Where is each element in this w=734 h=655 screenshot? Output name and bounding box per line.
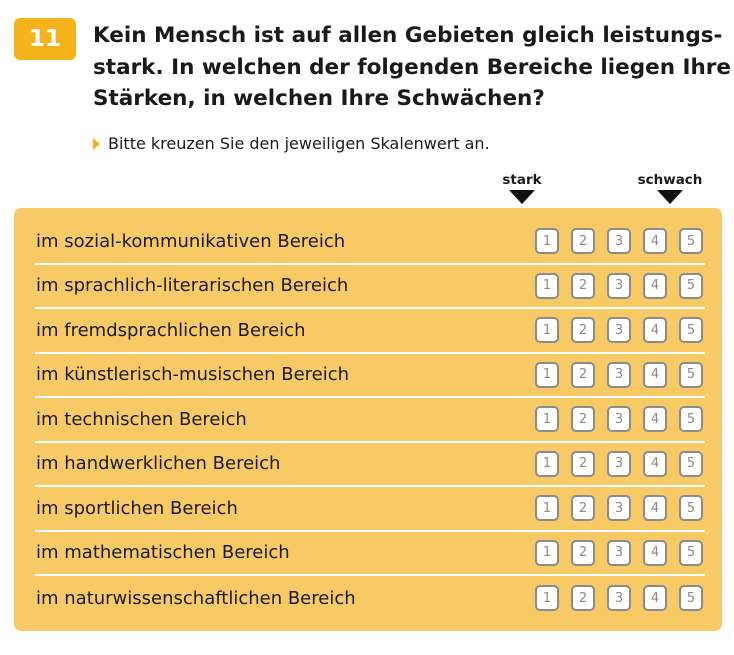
rating-row-label: im naturwissenschaftlichen Bereich <box>36 587 356 609</box>
rating-row: im technischen Bereich 1 2 3 4 5 <box>35 398 705 443</box>
instruction-text: Bitte kreuzen Sie den jeweiligen Skalenw… <box>108 134 490 153</box>
question-title-line: stark. In welchen der folgenden Bereiche… <box>93 54 731 80</box>
rating-row: im sportlichen Bereich 1 2 3 4 5 <box>35 487 705 532</box>
triangle-bullet-icon <box>93 137 100 150</box>
scale-label-schwach: schwach <box>625 172 715 204</box>
rating-row: im künstlerisch-musischen Bereich 1 2 3 4 5 <box>35 354 705 398</box>
rating-row-label: im künstlerisch-musischen Bereich <box>36 364 350 386</box>
rating-checkbox-5[interactable]: 5 <box>679 361 703 388</box>
rating-checkbox-5[interactable]: 5 <box>679 450 703 477</box>
rating-checkbox-5[interactable]: 5 <box>679 406 703 433</box>
scale-label-stark-text: stark <box>502 172 542 188</box>
rating-checkbox-2[interactable]: 2 <box>571 228 595 255</box>
down-arrow-icon <box>509 190 535 204</box>
rating-row: im fremdsprachlichen Bereich 1 2 3 4 5 <box>35 309 705 354</box>
rating-row: im sozial-kommunikativen Bereich 1 2 3 4 5 <box>35 220 705 265</box>
rating-checkbox-3[interactable]: 3 <box>607 228 631 255</box>
rating-checkbox-2[interactable]: 2 <box>571 317 595 344</box>
rating-checkbox-1[interactable]: 1 <box>535 495 559 522</box>
rating-checkbox-1[interactable]: 1 <box>535 317 559 344</box>
rating-row: im mathematischen Bereich 1 2 3 4 5 <box>35 532 705 576</box>
rating-checkbox-2[interactable]: 2 <box>571 361 595 388</box>
question-title: Kein Mensch ist auf allen Gebieten gleic… <box>93 20 731 115</box>
rating-checkbox-4[interactable]: 4 <box>643 317 667 344</box>
rating-checkbox-5[interactable]: 5 <box>679 317 703 344</box>
rating-checkbox-3[interactable]: 3 <box>607 317 631 344</box>
rating-checkbox-4[interactable]: 4 <box>643 272 667 299</box>
question-title-line: Stärken, in welchen Ihre Schwächen? <box>93 86 545 111</box>
rating-checkbox-2[interactable]: 2 <box>571 272 595 299</box>
rating-checkbox-3[interactable]: 3 <box>607 539 631 566</box>
rating-checkbox-3[interactable]: 3 <box>607 495 631 522</box>
rating-rows: im sozial-kommunikativen Bereich 1 2 3 4 5 im … <box>35 220 705 621</box>
rating-checkbox-4[interactable]: 4 <box>643 585 667 612</box>
rating-row: im handwerklichen Bereich 1 2 3 4 5 <box>35 443 705 487</box>
rating-checkbox-3[interactable]: 3 <box>607 450 631 477</box>
rating-checkbox-4[interactable]: 4 <box>643 450 667 477</box>
rating-checkbox-3[interactable]: 3 <box>607 585 631 612</box>
rating-row-label: im sportlichen Bereich <box>36 497 238 519</box>
rating-checkbox-2[interactable]: 2 <box>571 539 595 566</box>
rating-row-label: im technischen Bereich <box>36 408 247 430</box>
rating-checkbox-1[interactable]: 1 <box>535 406 559 433</box>
down-arrow-icon <box>657 190 683 204</box>
rating-checkbox-1[interactable]: 1 <box>535 272 559 299</box>
instruction: Bitte kreuzen Sie den jeweiligen Skalenw… <box>93 134 490 153</box>
rating-checkbox-1[interactable]: 1 <box>535 450 559 477</box>
question-number-badge: 11 <box>14 18 76 60</box>
rating-checkbox-3[interactable]: 3 <box>607 361 631 388</box>
rating-checkbox-2[interactable]: 2 <box>571 495 595 522</box>
scale-label-stark: stark <box>477 172 567 204</box>
rating-checkbox-4[interactable]: 4 <box>643 361 667 388</box>
rating-checkbox-5[interactable]: 5 <box>679 228 703 255</box>
rating-checkbox-1[interactable]: 1 <box>535 585 559 612</box>
rating-row-label: im mathematischen Bereich <box>36 542 290 564</box>
rating-checkbox-4[interactable]: 4 <box>643 406 667 433</box>
rating-panel: im sozial-kommunikativen Bereich 1 2 3 4 5 im … <box>14 208 722 631</box>
rating-checkbox-4[interactable]: 4 <box>643 495 667 522</box>
rating-checkbox-5[interactable]: 5 <box>679 539 703 566</box>
rating-checkbox-3[interactable]: 3 <box>607 272 631 299</box>
rating-checkbox-3[interactable]: 3 <box>607 406 631 433</box>
rating-checkbox-2[interactable]: 2 <box>571 585 595 612</box>
rating-checkbox-2[interactable]: 2 <box>571 406 595 433</box>
rating-row: im sprachlich-literarischen Bereich 1 2 3 4 5 <box>35 265 705 309</box>
rating-checkbox-5[interactable]: 5 <box>679 272 703 299</box>
rating-checkbox-4[interactable]: 4 <box>643 228 667 255</box>
rating-row-label: im sprachlich-literarischen Bereich <box>36 275 349 297</box>
question-title-line: Kein Mensch ist auf allen Gebieten gleic… <box>93 23 723 48</box>
rating-row-label: im sozial-kommunikativen Bereich <box>36 230 346 252</box>
rating-row-label: im handwerklichen Bereich <box>36 453 281 475</box>
rating-checkbox-1[interactable]: 1 <box>535 539 559 566</box>
rating-checkbox-5[interactable]: 5 <box>679 585 703 612</box>
rating-checkbox-2[interactable]: 2 <box>571 450 595 477</box>
rating-row-label: im fremdsprachlichen Bereich <box>36 319 306 341</box>
rating-checkbox-5[interactable]: 5 <box>679 495 703 522</box>
rating-row: im naturwissenschaftlichen Bereich 1 2 3 4 5 <box>35 576 705 621</box>
scale-label-schwach-text: schwach <box>637 172 703 188</box>
rating-checkbox-1[interactable]: 1 <box>535 361 559 388</box>
rating-checkbox-1[interactable]: 1 <box>535 228 559 255</box>
rating-checkbox-4[interactable]: 4 <box>643 539 667 566</box>
